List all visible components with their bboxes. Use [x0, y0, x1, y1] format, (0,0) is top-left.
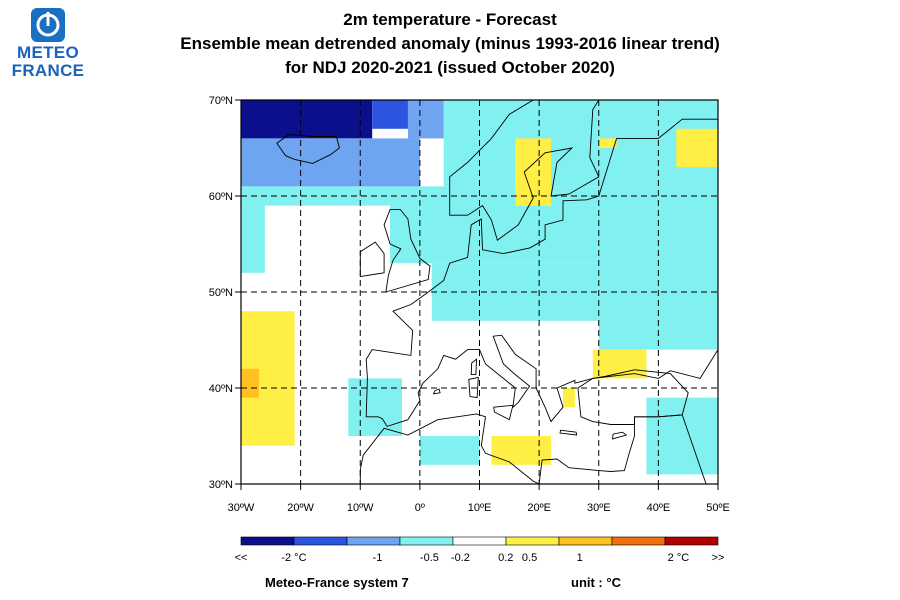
lon-tick-label: 10ºW: [347, 502, 374, 514]
unit-label: unit : °C: [571, 575, 621, 590]
colorbar-label: -2 °C: [281, 552, 307, 564]
coastline-mainland: [365, 118, 718, 427]
logo-text-line2: FRANCE: [11, 61, 85, 80]
graticule-layer: [241, 100, 718, 484]
anomaly-region-m1_m05: [407, 100, 444, 139]
anomaly-region-m05_m02: [646, 397, 718, 475]
anomaly-region-p02_p05: [515, 138, 552, 206]
coastline-cyprus: [611, 431, 628, 440]
coastline-sicily: [493, 404, 514, 421]
colorbar: [240, 536, 719, 546]
lon-tick-label: 20ºW: [287, 502, 314, 514]
lat-tick-label: 50ºN: [209, 287, 233, 299]
lat-tick-label: 60ºN: [209, 191, 233, 203]
colorbar-label: <<: [234, 552, 248, 564]
colorbar-label: 0.5: [521, 552, 538, 564]
colorbar-swatch: [558, 536, 613, 546]
anomaly-region-m1_m05: [288, 138, 373, 158]
colorbar-label: 2 °C: [667, 552, 690, 564]
colorbar-label: 0.2: [498, 552, 514, 564]
colorbar-swatch: [399, 536, 454, 546]
colorbar-swatch: [346, 536, 401, 546]
title-line-1: 2m temperature - Forecast: [343, 10, 557, 29]
colorbar-label: -1: [372, 552, 383, 564]
colorbar-swatch: [293, 536, 348, 546]
lat-tick-label: 70ºN: [209, 95, 233, 107]
colorbar-label: >>: [711, 552, 725, 564]
lon-tick-label: 0º: [415, 502, 425, 514]
coastline-sardinia: [468, 376, 479, 399]
anomaly-region-m05_m02: [348, 378, 402, 436]
lon-tick-label: 10ºE: [468, 502, 492, 514]
title-line-2: Ensemble mean detrended anomaly (minus 1…: [180, 34, 720, 53]
colorbar-swatch: [505, 536, 560, 546]
anomaly-region-m05_m02: [419, 436, 480, 465]
meteo-france-logo: METEO FRANCE: [8, 8, 88, 80]
coastline-scandinavia: [449, 100, 600, 241]
colorbar-swatch: [240, 536, 295, 546]
lon-tick-label: 30ºE: [587, 502, 611, 514]
anomaly-region-lt_m2: [241, 100, 373, 139]
anomaly-region-m2_m1: [372, 100, 408, 129]
lon-tick-label: 20ºE: [527, 502, 551, 514]
lon-tick-label: 40ºE: [647, 502, 671, 514]
coastline-ireland: [359, 241, 385, 278]
coastline-corsica: [470, 358, 477, 376]
lon-tick-label: 30ºW: [228, 502, 255, 514]
colorbar-label: 1: [576, 552, 583, 564]
coastline-crete: [559, 429, 578, 436]
anomaly-region-p02_p05: [562, 388, 575, 408]
logo-text-line1: METEO: [17, 43, 79, 62]
model-system-label: Meteo-France system 7: [265, 575, 409, 590]
colorbar-label: -0.2: [450, 552, 470, 564]
title-line-3: for NDJ 2020-2021 (issued October 2020): [285, 58, 615, 77]
lon-tick-label: 50ºE: [706, 502, 730, 514]
colorbar-label: -0.5: [419, 552, 439, 564]
colorbar-swatch: [611, 536, 666, 546]
anomaly-region-p02_p05: [491, 436, 552, 465]
anomaly-region-m05_m02: [443, 100, 718, 187]
coastline-mallorca: [432, 388, 441, 395]
lat-tick-label: 40ºN: [209, 383, 233, 395]
axis-ticks: 70ºN 60ºN 50ºN 40ºN 30ºN 30ºW 20ºW 10ºW 0º 10ºE 20…: [209, 95, 730, 514]
anomaly-region-p02_p05: [598, 138, 617, 148]
meteo-france-emblem-icon: [31, 8, 65, 42]
anomaly-region-p02_p05: [676, 128, 718, 168]
colorbar-swatch: [452, 536, 507, 546]
anomaly-region-p05_p1: [241, 368, 259, 398]
colorbar-swatch: [664, 536, 719, 546]
anomaly-region-m05_m02: [241, 205, 265, 273]
coastline-africa: [359, 413, 718, 484]
lat-tick-label: 30ºN: [209, 479, 233, 491]
coastline-britain: [383, 208, 431, 293]
